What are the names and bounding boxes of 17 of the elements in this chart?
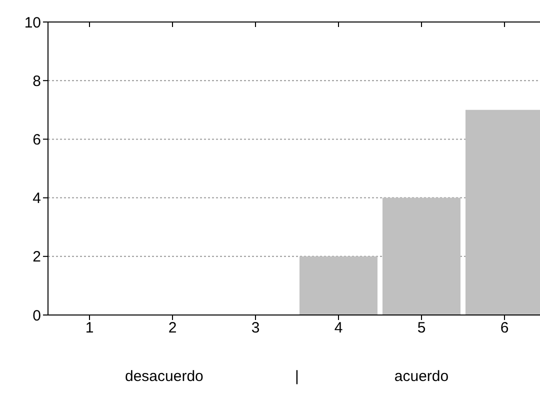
x-tick-label: 1 xyxy=(85,320,94,337)
x-tick-label: 5 xyxy=(417,320,426,337)
x-tick-label: 4 xyxy=(334,320,343,337)
x-tick-label: 3 xyxy=(251,320,260,337)
x-tick-label: 2 xyxy=(168,320,177,337)
text: | xyxy=(295,368,299,385)
y-tick-label: 8 xyxy=(32,72,41,90)
y-tick-label: 2 xyxy=(32,248,41,266)
bar xyxy=(382,198,460,315)
text: acuerdo xyxy=(393,368,450,385)
y-tick-label: 0 xyxy=(32,307,41,324)
y-tick-label: 6 xyxy=(32,132,41,149)
x-tick-label: 6 xyxy=(500,320,509,337)
text: desacuerdo xyxy=(124,368,204,385)
y-tick-label: 4 xyxy=(32,190,41,208)
y-tick-label: 10 xyxy=(24,14,41,32)
bar xyxy=(299,256,378,315)
